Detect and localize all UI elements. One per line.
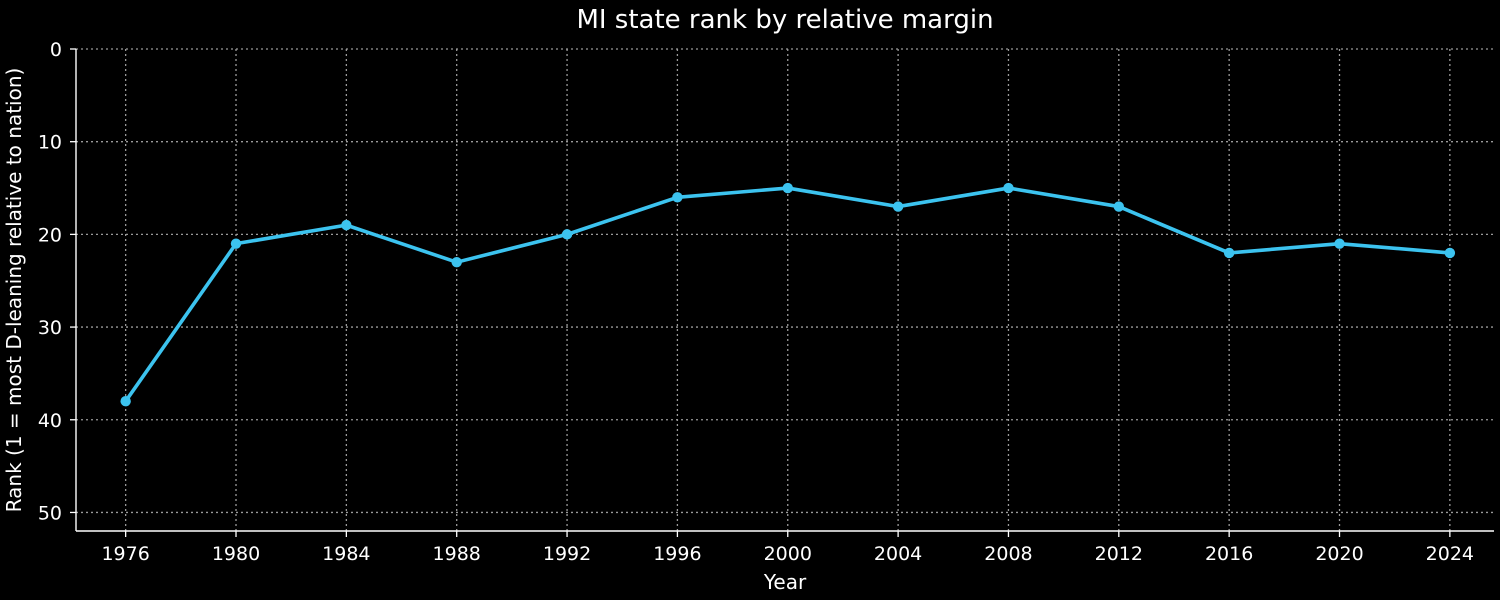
x-tick-label: 2008 <box>984 543 1032 565</box>
data-point <box>230 238 242 249</box>
grid <box>76 48 1494 531</box>
y-tick-label: 50 <box>38 502 62 524</box>
data-point <box>341 219 352 231</box>
y-tick-label: 30 <box>38 317 62 339</box>
x-tick-label: 2016 <box>1205 543 1253 565</box>
x-tick-label: 1988 <box>433 543 481 565</box>
x-tick-label: 2020 <box>1315 543 1363 565</box>
axes: 1976 1980 1984 1988 1992 1996 2000 2004 2008 2012… <box>38 39 1494 565</box>
data-point <box>1444 247 1456 259</box>
y-tick-label: 20 <box>38 224 62 246</box>
x-tick-label: 2024 <box>1426 543 1474 565</box>
data-point <box>120 396 131 407</box>
data-point <box>1223 247 1235 259</box>
data-point <box>451 256 462 268</box>
data-point <box>892 201 904 212</box>
x-axis-label: Year <box>763 570 807 594</box>
series <box>120 182 1456 407</box>
y-tick-label: 0 <box>50 39 62 61</box>
data-point <box>672 192 683 203</box>
data-point <box>1334 238 1345 249</box>
x-tick-label: 1980 <box>212 543 260 565</box>
chart-title: MI state rank by relative margin <box>576 5 993 35</box>
x-tick-label: 1996 <box>653 543 701 565</box>
data-point <box>1003 182 1014 194</box>
data-point <box>1113 201 1125 212</box>
y-tick-label: 40 <box>38 410 62 432</box>
x-tick-label: 2012 <box>1095 543 1143 565</box>
data-point <box>561 229 573 240</box>
x-tick-label: 2000 <box>764 543 812 565</box>
x-tick-label: 1992 <box>543 543 591 565</box>
x-tick-label: 2004 <box>874 543 922 565</box>
x-tick-label: 1976 <box>101 543 149 565</box>
y-axis-label: Rank (1 = most D-leaning relative to nat… <box>2 68 26 513</box>
y-tick-label: 10 <box>38 132 62 154</box>
data-point <box>782 182 793 194</box>
x-tick-label: 1984 <box>322 543 370 565</box>
